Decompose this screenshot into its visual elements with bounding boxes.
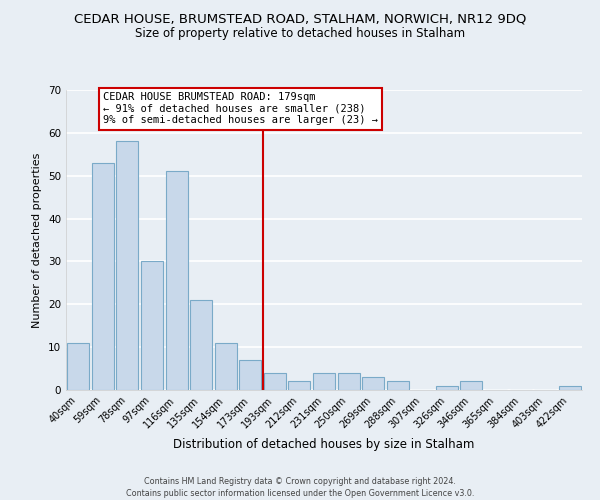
Bar — [92, 163, 114, 390]
Bar — [239, 360, 262, 390]
Bar — [362, 377, 384, 390]
Bar — [141, 262, 163, 390]
Y-axis label: Number of detached properties: Number of detached properties — [32, 152, 43, 328]
Bar — [215, 343, 237, 390]
Bar — [313, 373, 335, 390]
X-axis label: Distribution of detached houses by size in Stalham: Distribution of detached houses by size … — [173, 438, 475, 451]
Bar — [436, 386, 458, 390]
Bar — [289, 382, 310, 390]
Bar — [338, 373, 359, 390]
Bar — [67, 343, 89, 390]
Bar — [190, 300, 212, 390]
Text: Contains public sector information licensed under the Open Government Licence v3: Contains public sector information licen… — [126, 489, 474, 498]
Text: Contains HM Land Registry data © Crown copyright and database right 2024.: Contains HM Land Registry data © Crown c… — [144, 478, 456, 486]
Text: Size of property relative to detached houses in Stalham: Size of property relative to detached ho… — [135, 28, 465, 40]
Bar — [460, 382, 482, 390]
Bar — [264, 373, 286, 390]
Bar — [559, 386, 581, 390]
Text: CEDAR HOUSE, BRUMSTEAD ROAD, STALHAM, NORWICH, NR12 9DQ: CEDAR HOUSE, BRUMSTEAD ROAD, STALHAM, NO… — [74, 12, 526, 26]
Bar — [116, 142, 139, 390]
Text: CEDAR HOUSE BRUMSTEAD ROAD: 179sqm
← 91% of detached houses are smaller (238)
9%: CEDAR HOUSE BRUMSTEAD ROAD: 179sqm ← 91%… — [103, 92, 378, 126]
Bar — [166, 172, 188, 390]
Bar — [386, 382, 409, 390]
